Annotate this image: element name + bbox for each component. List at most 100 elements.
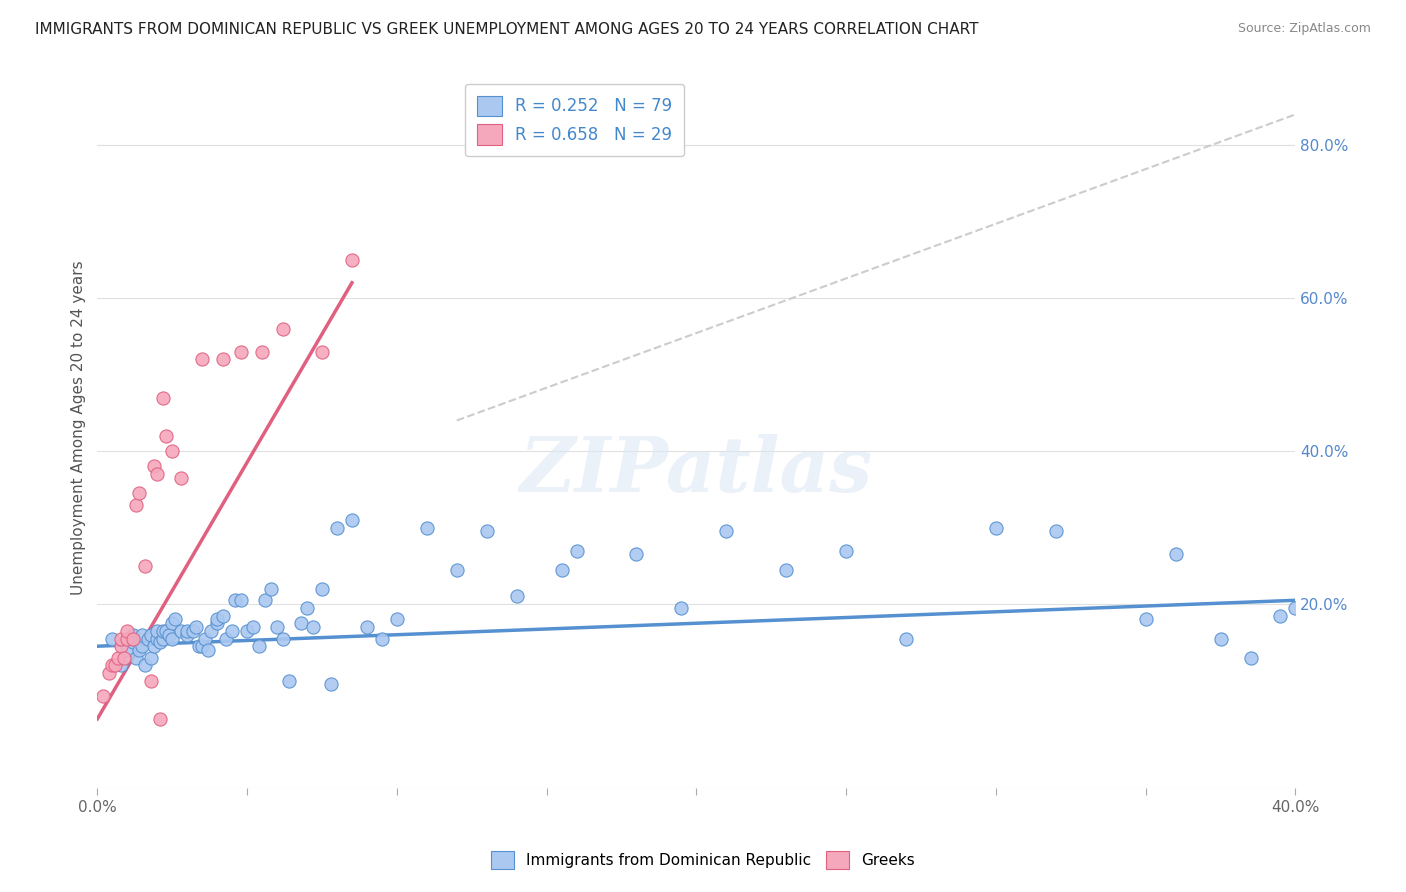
Point	[1209, 632, 1232, 646]
Point	[565, 543, 588, 558]
Point	[152, 624, 174, 638]
Point	[416, 520, 439, 534]
Point	[212, 352, 235, 367]
Point	[170, 471, 193, 485]
Point	[215, 632, 238, 646]
Point	[1164, 548, 1187, 562]
Point	[505, 590, 527, 604]
Point	[254, 593, 277, 607]
Point	[550, 563, 572, 577]
Point	[278, 673, 301, 688]
Point	[170, 624, 193, 638]
Point	[131, 639, 153, 653]
Point	[134, 658, 156, 673]
Point	[371, 632, 394, 646]
Text: IMMIGRANTS FROM DOMINICAN REPUBLIC VS GREEK UNEMPLOYMENT AMONG AGES 20 TO 24 YEA: IMMIGRANTS FROM DOMINICAN REPUBLIC VS GR…	[35, 22, 979, 37]
Point	[1270, 608, 1292, 623]
Point	[155, 624, 177, 638]
Point	[311, 344, 333, 359]
Point	[186, 620, 208, 634]
Point	[141, 673, 163, 688]
Point	[146, 467, 169, 481]
Point	[446, 563, 468, 577]
Point	[340, 513, 363, 527]
Legend: R = 0.252   N = 79, R = 0.658   N = 29: R = 0.252 N = 79, R = 0.658 N = 29	[465, 84, 683, 156]
Point	[295, 601, 318, 615]
Point	[894, 632, 917, 646]
Point	[110, 639, 132, 653]
Point	[835, 543, 858, 558]
Point	[101, 632, 124, 646]
Point	[146, 632, 169, 646]
Point	[194, 632, 217, 646]
Point	[155, 429, 177, 443]
Point	[160, 444, 183, 458]
Point	[266, 620, 288, 634]
Point	[128, 486, 150, 500]
Point	[1239, 650, 1261, 665]
Point	[143, 459, 166, 474]
Point	[229, 593, 252, 607]
Point	[141, 628, 163, 642]
Point	[117, 624, 139, 638]
Point	[671, 601, 693, 615]
Point	[626, 548, 648, 562]
Text: Source: ZipAtlas.com: Source: ZipAtlas.com	[1237, 22, 1371, 36]
Point	[229, 344, 252, 359]
Point	[122, 635, 145, 649]
Point	[356, 620, 378, 634]
Point	[152, 391, 174, 405]
Point	[1284, 601, 1306, 615]
Point	[93, 689, 115, 703]
Point	[152, 632, 174, 646]
Point	[128, 643, 150, 657]
Point	[1045, 524, 1067, 539]
Point	[125, 650, 148, 665]
Text: ZIPatlas: ZIPatlas	[520, 434, 873, 508]
Point	[110, 658, 132, 673]
Point	[221, 624, 243, 638]
Point	[98, 665, 121, 680]
Point	[104, 658, 127, 673]
Point	[149, 635, 172, 649]
Point	[200, 624, 222, 638]
Point	[117, 632, 139, 646]
Point	[775, 563, 797, 577]
Point	[311, 582, 333, 596]
Point	[302, 620, 325, 634]
Y-axis label: Unemployment Among Ages 20 to 24 years: Unemployment Among Ages 20 to 24 years	[72, 260, 86, 596]
Point	[146, 624, 169, 638]
Point	[160, 616, 183, 631]
Legend: Immigrants from Dominican Republic, Greeks: Immigrants from Dominican Republic, Gree…	[485, 845, 921, 875]
Point	[984, 520, 1007, 534]
Point	[260, 582, 283, 596]
Point	[224, 593, 246, 607]
Point	[101, 658, 124, 673]
Point	[290, 616, 312, 631]
Point	[212, 608, 235, 623]
Point	[131, 628, 153, 642]
Point	[247, 639, 270, 653]
Point	[141, 650, 163, 665]
Point	[250, 344, 273, 359]
Point	[107, 650, 129, 665]
Point	[188, 639, 211, 653]
Point	[475, 524, 498, 539]
Point	[205, 616, 228, 631]
Point	[176, 628, 198, 642]
Point	[326, 520, 349, 534]
Point	[110, 632, 132, 646]
Point	[271, 321, 294, 335]
Point	[340, 252, 363, 267]
Point	[242, 620, 264, 634]
Point	[160, 632, 183, 646]
Point	[122, 632, 145, 646]
Point	[136, 632, 159, 646]
Point	[716, 524, 738, 539]
Point	[191, 352, 214, 367]
Point	[271, 632, 294, 646]
Point	[191, 639, 214, 653]
Point	[125, 498, 148, 512]
Point	[112, 650, 135, 665]
Point	[157, 628, 180, 642]
